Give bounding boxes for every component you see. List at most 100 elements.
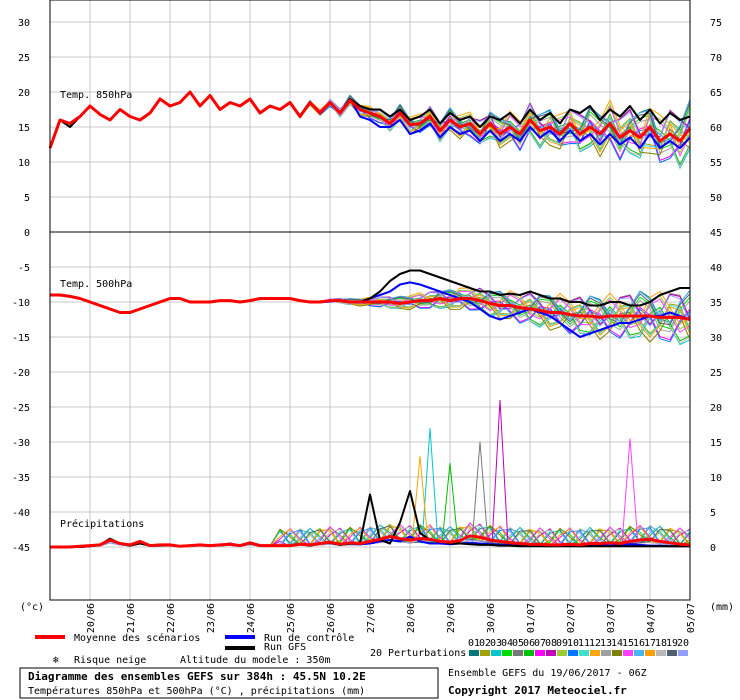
copyright: Copyright 2017 Meteociel.fr [448,684,627,697]
right-tick-label: 30 [710,333,722,344]
right-tick-label: 20 [710,403,722,414]
perturbation-swatch-05 [513,650,523,656]
perturbation-id-label: 12 [589,638,601,649]
perturbation-swatch-11 [579,650,589,656]
perturbation-id-label: 06 [523,638,535,649]
panel-frame-t500 [49,231,691,601]
left-tick-label: -30 [12,438,30,449]
precip-peak-15 [621,438,639,544]
perturbation-swatch-20 [678,650,688,656]
perturbation-id-label: 18 [655,638,667,649]
x-tick-label: 03/07 [606,603,617,633]
perturbation-swatch-19 [667,650,677,656]
left-tick-label: -20 [12,368,30,379]
perturbation-swatch-06 [524,650,534,656]
left-tick-label: -40 [12,508,30,519]
right-tick-label: 5 [710,508,716,519]
perturbation-id-label: 16 [633,638,645,649]
right-tick-label: 45 [710,228,722,239]
perturbation-swatch-18 [656,650,666,656]
legend-snow-label: Risque neige [74,655,146,666]
x-tick-label: 24/06 [246,603,257,633]
perturbation-swatch-08 [546,650,556,656]
right-tick-label: 35 [710,298,722,309]
left-tick-label: 5 [24,193,30,204]
chart-title: Diagramme des ensembles GEFS sur 384h : … [28,670,366,683]
perturbation-id-label: 02 [479,638,491,649]
left-tick-label: -45 [12,543,30,554]
x-tick-label: 25/06 [286,603,297,633]
perturbation-swatch-15 [623,650,633,656]
x-tick-label: 04/07 [646,603,657,633]
perturbation-id-label: 01 [468,638,480,649]
perturbation-id-label: 17 [644,638,656,649]
x-tick-label: 02/07 [566,603,577,633]
perturbation-id-label: 19 [666,638,678,649]
right-tick-label: 50 [710,193,722,204]
precip-peak-06 [441,462,459,544]
right-tick-label: 75 [710,18,722,29]
perturbation-swatch-07 [535,650,545,656]
x-tick-label: 21/06 [126,603,137,633]
perturbation-id-label: 15 [622,638,634,649]
left-tick-label: -25 [12,403,30,414]
perturbation-swatch-14 [612,650,622,656]
perturbation-id-label: 08 [545,638,557,649]
x-tick-label: 30/06 [486,603,497,633]
legend-control-label: Run de contrôle [264,632,354,644]
perturbation-swatch-13 [601,650,611,656]
mean-line-t500 [50,293,691,321]
legend-perturbations-label: 20 Perturbations [370,648,466,659]
x-tick-label: 23/06 [206,603,217,633]
left-tick-label: -10 [12,298,30,309]
mean-line-precip [50,534,691,549]
left-tick-label: -35 [12,473,30,484]
perturbation-swatch-12 [590,650,600,656]
left-tick-label: 0 [24,228,30,239]
x-tick-label: 27/06 [366,603,377,633]
right-tick-label: 65 [710,88,722,99]
legend-mean-label: Moyenne des scénarios [74,632,200,644]
x-tick-label: 01/07 [526,603,537,633]
left-tick-label: 20 [18,88,30,99]
perturbation-id-label: 09 [556,638,568,649]
chart-series [48,90,692,549]
chart-subtitle: Températures 850hPa et 500hPa (°C) , pré… [28,685,365,697]
snowflake-icon: ❄ [53,655,60,666]
right-unit-label: (mm) [710,602,734,613]
precip-peak-08 [491,399,509,544]
perturbation-swatch-04 [502,650,512,656]
right-tick-label: 15 [710,438,722,449]
chart-axes: 302520151050-5-10-15-20-25-30-35-40-4575… [12,0,734,633]
run-info: Ensemble GEFS du 19/06/2017 - 06Z [448,668,647,679]
perturbation-id-label: 11 [578,638,590,649]
perturbation-id-label: 03 [490,638,502,649]
right-tick-label: 70 [710,53,722,64]
right-tick-label: 10 [710,473,722,484]
title-box [19,667,439,699]
left-tick-label: 10 [18,158,30,169]
chart-labels: Temp. 850hPa Temp. 500hPa Précipitations [60,90,144,530]
x-tick-label: 26/06 [326,603,337,633]
left-tick-label: -15 [12,333,30,344]
right-tick-label: 0 [710,543,716,554]
left-unit-label: (°c) [20,602,44,613]
precip-panel-label: Précipitations [60,518,144,530]
perturbation-swatch-09 [557,650,567,656]
perturbation-swatch-10 [568,650,578,656]
t500-panel-label: Temp. 500hPa [60,279,132,290]
perturbation-swatch-16 [634,650,644,656]
left-tick-label: 30 [18,18,30,29]
perturbation-id-label: 05 [512,638,524,649]
mean-line-t850 [48,90,692,149]
perturbation-id-label: 14 [611,638,623,649]
x-tick-label: 20/06 [86,603,97,633]
precip-peak-05 [471,441,489,544]
x-tick-label: 29/06 [446,603,457,633]
right-tick-label: 25 [710,368,722,379]
perturbation-id-label: 10 [567,638,579,649]
perturbation-swatch-03 [491,650,501,656]
perturbation-id-label: 13 [600,638,612,649]
perturbation-id-label: 20 [677,638,689,649]
